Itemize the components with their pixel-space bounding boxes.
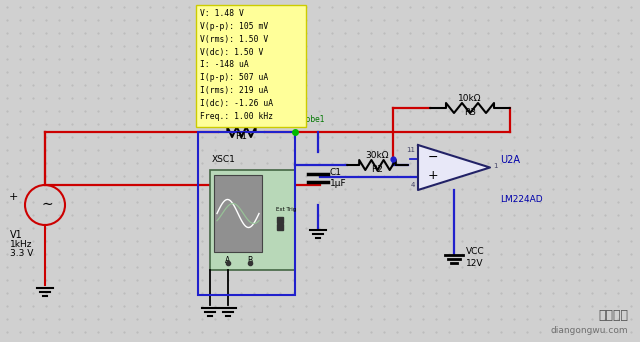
Text: +: + (428, 169, 438, 182)
Text: XSC1: XSC1 (212, 155, 236, 164)
Text: LM224AD: LM224AD (500, 195, 543, 204)
Text: 30kΩ: 30kΩ (365, 151, 388, 160)
Text: V: 1.48 V
V(p-p): 105 mV
V(rms): 1.50 V
V(dc): 1.50 V
I: -148 uA
I(p-p): 507 uA
: V: 1.48 V V(p-p): 105 mV V(rms): 1.50 V … (200, 9, 273, 121)
Text: 10kΩ: 10kΩ (229, 118, 253, 127)
Text: R1: R1 (235, 132, 247, 141)
Text: ∼: ∼ (41, 197, 53, 211)
Polygon shape (418, 145, 490, 190)
Text: +: + (8, 192, 18, 202)
Text: R3: R3 (464, 108, 476, 117)
Text: 4: 4 (411, 182, 415, 188)
Text: A: A (225, 256, 230, 265)
Text: Ext Trig: Ext Trig (276, 208, 296, 212)
Text: R2: R2 (371, 165, 383, 174)
Text: diangongwu.com: diangongwu.com (550, 326, 628, 335)
Bar (198, 132, 295, 295)
Text: 3.3 V: 3.3 V (10, 249, 33, 258)
Text: −: − (428, 151, 438, 164)
Text: 11: 11 (406, 147, 415, 153)
Text: 10kΩ: 10kΩ (458, 94, 482, 103)
Text: VCC: VCC (466, 247, 484, 255)
Text: B: B (248, 256, 253, 265)
Bar (210, 170, 295, 270)
Text: 12V: 12V (466, 259, 483, 267)
Text: 1: 1 (493, 162, 497, 169)
Text: 1kHz: 1kHz (10, 240, 33, 249)
Text: V1: V1 (10, 230, 23, 240)
Bar (214, 175, 262, 252)
Text: C1
1μF: C1 1μF (330, 168, 347, 188)
Text: U2A: U2A (500, 155, 520, 165)
Bar (196, 5, 306, 127)
Text: Probe1: Probe1 (298, 115, 324, 124)
Text: 电工之屋: 电工之屋 (598, 309, 628, 322)
